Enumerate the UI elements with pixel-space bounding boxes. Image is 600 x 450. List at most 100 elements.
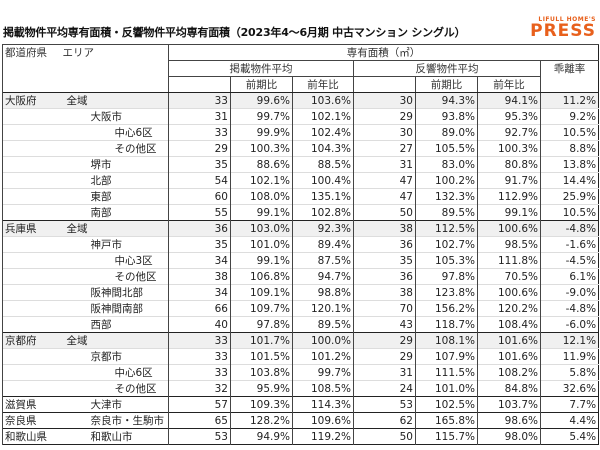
cell-response-qoq: 132.3% xyxy=(415,188,478,205)
cell-prefecture xyxy=(2,156,61,173)
cell-area: 南部 xyxy=(60,204,169,221)
cell-area: 中心6区 xyxy=(60,124,169,141)
cell-response-qoq: 102.7% xyxy=(415,236,478,253)
cell-listing-yoy: 101.2% xyxy=(292,348,354,365)
cell-listing-avg: 33 xyxy=(168,348,231,365)
cell-listing-qoq: 94.9% xyxy=(230,428,293,445)
cell-response-qoq: 118.7% xyxy=(415,316,478,333)
cell-listing-avg: 31 xyxy=(168,108,231,125)
cell-prefecture: 奈良県 xyxy=(2,412,61,429)
cell-response-yoy: 101.6% xyxy=(477,332,541,349)
cell-prefecture: 大阪府 xyxy=(2,92,61,109)
cell-prefecture xyxy=(2,252,61,269)
cell-divergence: 13.8% xyxy=(539,156,599,173)
cell-listing-qoq: 101.5% xyxy=(230,348,293,365)
cell-response-qoq: 94.3% xyxy=(415,92,478,109)
cell-divergence: 9.2% xyxy=(539,108,599,125)
cell-response-avg: 43 xyxy=(353,316,416,333)
cell-listing-qoq: 109.3% xyxy=(230,396,293,413)
cell-response-qoq: 107.9% xyxy=(415,348,478,365)
cell-response-qoq: 112.5% xyxy=(415,220,478,237)
cell-listing-yoy: 114.3% xyxy=(292,396,354,413)
table-body: 大阪府 全域 33 99.6% 103.6% 30 94.3% 94.1% 11.2% 大阪市 31… xyxy=(2,92,599,445)
table-row: 大阪府 全域 33 99.6% 103.6% 30 94.3% 94.1% 11.2% xyxy=(2,92,599,109)
cell-response-qoq: 101.0% xyxy=(415,380,478,397)
cell-divergence: 12.1% xyxy=(539,332,599,349)
cell-divergence: 10.5% xyxy=(539,204,599,221)
cell-listing-qoq: 109.7% xyxy=(230,300,293,317)
area-table: 都道府県 エリア 専有面積（㎡） 掲載物件平均 反響物件平均 乖離率 前期比 前… xyxy=(2,44,600,445)
cell-listing-yoy: 89.4% xyxy=(292,236,354,253)
cell-area: その他区 xyxy=(60,380,169,397)
cell-response-qoq: 105.3% xyxy=(415,252,478,269)
cell-response-yoy: 80.8% xyxy=(477,156,541,173)
table-row: その他区 38 106.8% 94.7% 36 97.8% 70.5% 6.1% xyxy=(2,268,599,285)
cell-listing-yoy: 89.5% xyxy=(292,316,354,333)
cell-listing-yoy: 92.3% xyxy=(292,220,354,237)
cell-response-yoy: 100.6% xyxy=(477,284,541,301)
cell-listing-yoy: 87.5% xyxy=(292,252,354,269)
cell-response-yoy: 100.6% xyxy=(477,220,541,237)
cell-listing-qoq: 128.2% xyxy=(230,412,293,429)
cell-listing-qoq: 99.1% xyxy=(230,204,293,221)
logo-big-text: PRESS xyxy=(530,21,596,41)
table-row: 北部 54 102.1% 100.4% 47 100.2% 91.7% 14.4% xyxy=(2,172,599,189)
page-title: 掲載物件平均専有面積・反響物件平均専有面積（2023年4～6月期 中古マンション… xyxy=(3,26,466,39)
cell-prefecture: 京都府 xyxy=(2,332,61,349)
cell-listing-yoy: 135.1% xyxy=(292,188,354,205)
cell-listing-qoq: 99.1% xyxy=(230,252,293,269)
header-listing-yoy: 前年比 xyxy=(292,76,354,93)
table-row: 阪神間南部 66 109.7% 120.1% 70 156.2% 120.2% -4.8% xyxy=(2,300,599,317)
cell-divergence: 32.6% xyxy=(539,380,599,397)
cell-response-avg: 36 xyxy=(353,236,416,253)
cell-listing-yoy: 119.2% xyxy=(292,428,354,445)
cell-response-qoq: 93.8% xyxy=(415,108,478,125)
cell-response-yoy: 98.6% xyxy=(477,412,541,429)
cell-listing-avg: 33 xyxy=(168,332,231,349)
cell-response-yoy: 84.8% xyxy=(477,380,541,397)
cell-prefecture xyxy=(2,172,61,189)
cell-response-yoy: 98.0% xyxy=(477,428,541,445)
cell-area: 奈良市・生駒市 xyxy=(60,412,169,429)
header-response-qoq: 前期比 xyxy=(415,76,478,93)
cell-listing-qoq: 109.1% xyxy=(230,284,293,301)
cell-area: その他区 xyxy=(60,268,169,285)
cell-response-qoq: 111.5% xyxy=(415,364,478,381)
cell-response-avg: 24 xyxy=(353,380,416,397)
cell-response-avg: 36 xyxy=(353,268,416,285)
cell-prefecture: 滋賀県 xyxy=(2,396,61,413)
cell-divergence: -4.5% xyxy=(539,252,599,269)
cell-divergence: 6.1% xyxy=(539,268,599,285)
cell-prefecture xyxy=(2,364,61,381)
cell-listing-qoq: 101.7% xyxy=(230,332,293,349)
cell-listing-yoy: 99.7% xyxy=(292,364,354,381)
cell-response-avg: 30 xyxy=(353,124,416,141)
cell-listing-avg: 33 xyxy=(168,364,231,381)
cell-listing-qoq: 103.8% xyxy=(230,364,293,381)
cell-response-avg: 47 xyxy=(353,172,416,189)
cell-listing-yoy: 102.8% xyxy=(292,204,354,221)
cell-response-avg: 30 xyxy=(353,92,416,109)
cell-area: 全域 xyxy=(60,332,169,349)
cell-divergence: -4.8% xyxy=(539,300,599,317)
cell-response-yoy: 98.5% xyxy=(477,236,541,253)
cell-response-avg: 38 xyxy=(353,284,416,301)
cell-response-yoy: 70.5% xyxy=(477,268,541,285)
cell-listing-avg: 35 xyxy=(168,156,231,173)
cell-response-avg: 70 xyxy=(353,300,416,317)
table-row: 堺市 35 88.6% 88.5% 31 83.0% 80.8% 13.8% xyxy=(2,156,599,173)
cell-prefecture xyxy=(2,300,61,317)
cell-area: 阪神間南部 xyxy=(60,300,169,317)
cell-divergence: -9.0% xyxy=(539,284,599,301)
cell-divergence: -1.6% xyxy=(539,236,599,253)
cell-prefecture xyxy=(2,268,61,285)
table-row: 大阪市 31 99.7% 102.1% 29 93.8% 95.3% 9.2% xyxy=(2,108,599,125)
table-row: 中心3区 34 99.1% 87.5% 35 105.3% 111.8% -4.5% xyxy=(2,252,599,269)
cell-prefecture: 兵庫県 xyxy=(2,220,61,237)
cell-listing-yoy: 102.4% xyxy=(292,124,354,141)
cell-response-qoq: 105.5% xyxy=(415,140,478,157)
cell-prefecture xyxy=(2,108,61,125)
cell-area: 大阪市 xyxy=(60,108,169,125)
cell-prefecture: 和歌山県 xyxy=(2,428,61,445)
cell-response-yoy: 99.1% xyxy=(477,204,541,221)
